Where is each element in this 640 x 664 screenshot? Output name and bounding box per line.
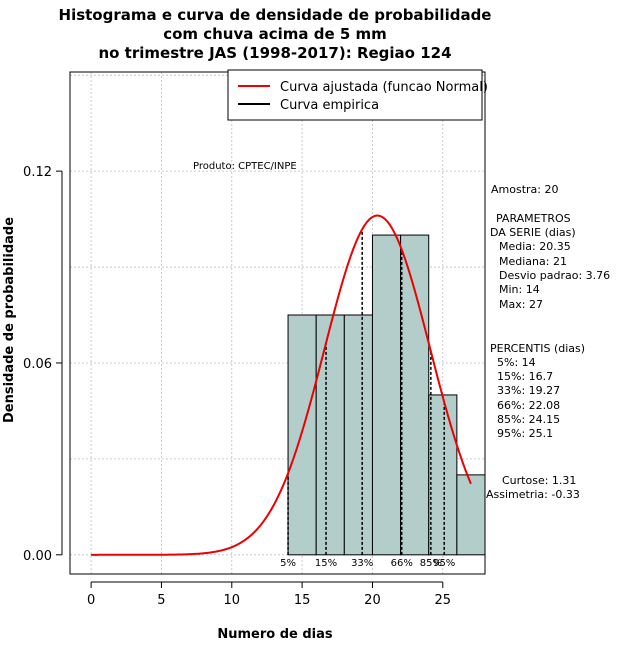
y-axis-title: Densidade de probabilidade — [2, 217, 17, 423]
percentile-label-0: 5% — [280, 558, 296, 569]
percentile-label-3: 66% — [391, 558, 413, 569]
min-text: Min: 14 — [499, 283, 540, 296]
y-tick-label-1: 0.06 — [23, 357, 52, 372]
x-tick-label-0: 0 — [87, 593, 95, 608]
x-axis: 0 5 10 15 20 25 — [87, 581, 452, 608]
title-line-2: com chuva acima de 5 mm — [163, 25, 387, 43]
percentile-label-4: 85% — [420, 558, 442, 569]
percentile-label-1: 15% — [315, 558, 337, 569]
p85-text: 85%: 24.15 — [497, 413, 560, 426]
x-tick-label-2: 10 — [224, 593, 241, 608]
percentile-label-2: 33% — [351, 558, 373, 569]
histogram-bar-1 — [315, 314, 345, 556]
percentile-label-5: 95% — [433, 558, 455, 569]
histogram-bars — [287, 234, 486, 556]
percentile-labels: 5% 15% 33% 66% 85%95% — [280, 558, 455, 569]
parametros-title-2: DA SERIE (dias) — [490, 226, 576, 239]
legend: Curva ajustada (funcao Normal) Curva emp… — [227, 69, 488, 121]
legend-label-normal: Curva ajustada (funcao Normal) — [280, 80, 488, 95]
x-tick-label-1: 5 — [157, 593, 165, 608]
title-line-3: no trimestre JAS (1998-2017): Regiao 124 — [98, 44, 451, 62]
y-axis: 0.00 0.06 0.12 — [23, 165, 63, 564]
p5-text: 5%: 14 — [497, 356, 536, 369]
max-text: Max: 27 — [499, 298, 543, 311]
desvio-text: Desvio padrao: 3.76 — [499, 269, 610, 282]
y-tick-label-0: 0.00 — [23, 549, 52, 564]
p66-text: 66%: 22.08 — [497, 399, 560, 412]
percentile-lines — [287, 229, 445, 555]
title-line-1: Histograma e curva de densidade de proba… — [59, 6, 492, 24]
histogram-bar-5 — [428, 394, 458, 556]
legend-box — [227, 69, 483, 121]
media-text: Media: 20.35 — [499, 240, 571, 253]
p15-text: 15%: 16.7 — [497, 370, 553, 383]
produto-annotation: Produto: CPTEC/INPE — [193, 161, 297, 172]
normal-curve-line — [91, 214, 472, 556]
parametros-title-1: PARAMETROS — [496, 212, 571, 225]
y-tick-label-2: 0.12 — [23, 165, 52, 180]
curtose-text: Curtose: 1.31 — [502, 474, 576, 487]
x-axis-title: Numero de dias — [217, 627, 333, 642]
mediana-text: Mediana: 21 — [499, 255, 567, 268]
chart-title: Histograma e curva de densidade de proba… — [59, 6, 492, 62]
x-tick-label-4: 20 — [364, 593, 381, 608]
x-tick-label-5: 25 — [435, 593, 452, 608]
p95-text: 95%: 25.1 — [497, 427, 553, 440]
percentis-title: PERCENTIS (dias) — [490, 342, 585, 355]
histogram-bar-6 — [456, 474, 486, 556]
histogram-bar-3 — [371, 234, 402, 556]
p33-text: 33%: 19.27 — [497, 384, 560, 397]
x-tick-label-3: 15 — [294, 593, 311, 608]
amostra-text: Amostra: 20 — [491, 183, 558, 196]
histogram-bar-2 — [343, 314, 373, 556]
stats-panel: Amostra: 20 PARAMETROS DA SERIE (dias) M… — [486, 183, 610, 501]
assimetria-text: Assimetria: -0.33 — [486, 488, 580, 501]
legend-label-empirica: Curva empirica — [280, 98, 379, 113]
histogram-bar-4 — [400, 234, 430, 556]
